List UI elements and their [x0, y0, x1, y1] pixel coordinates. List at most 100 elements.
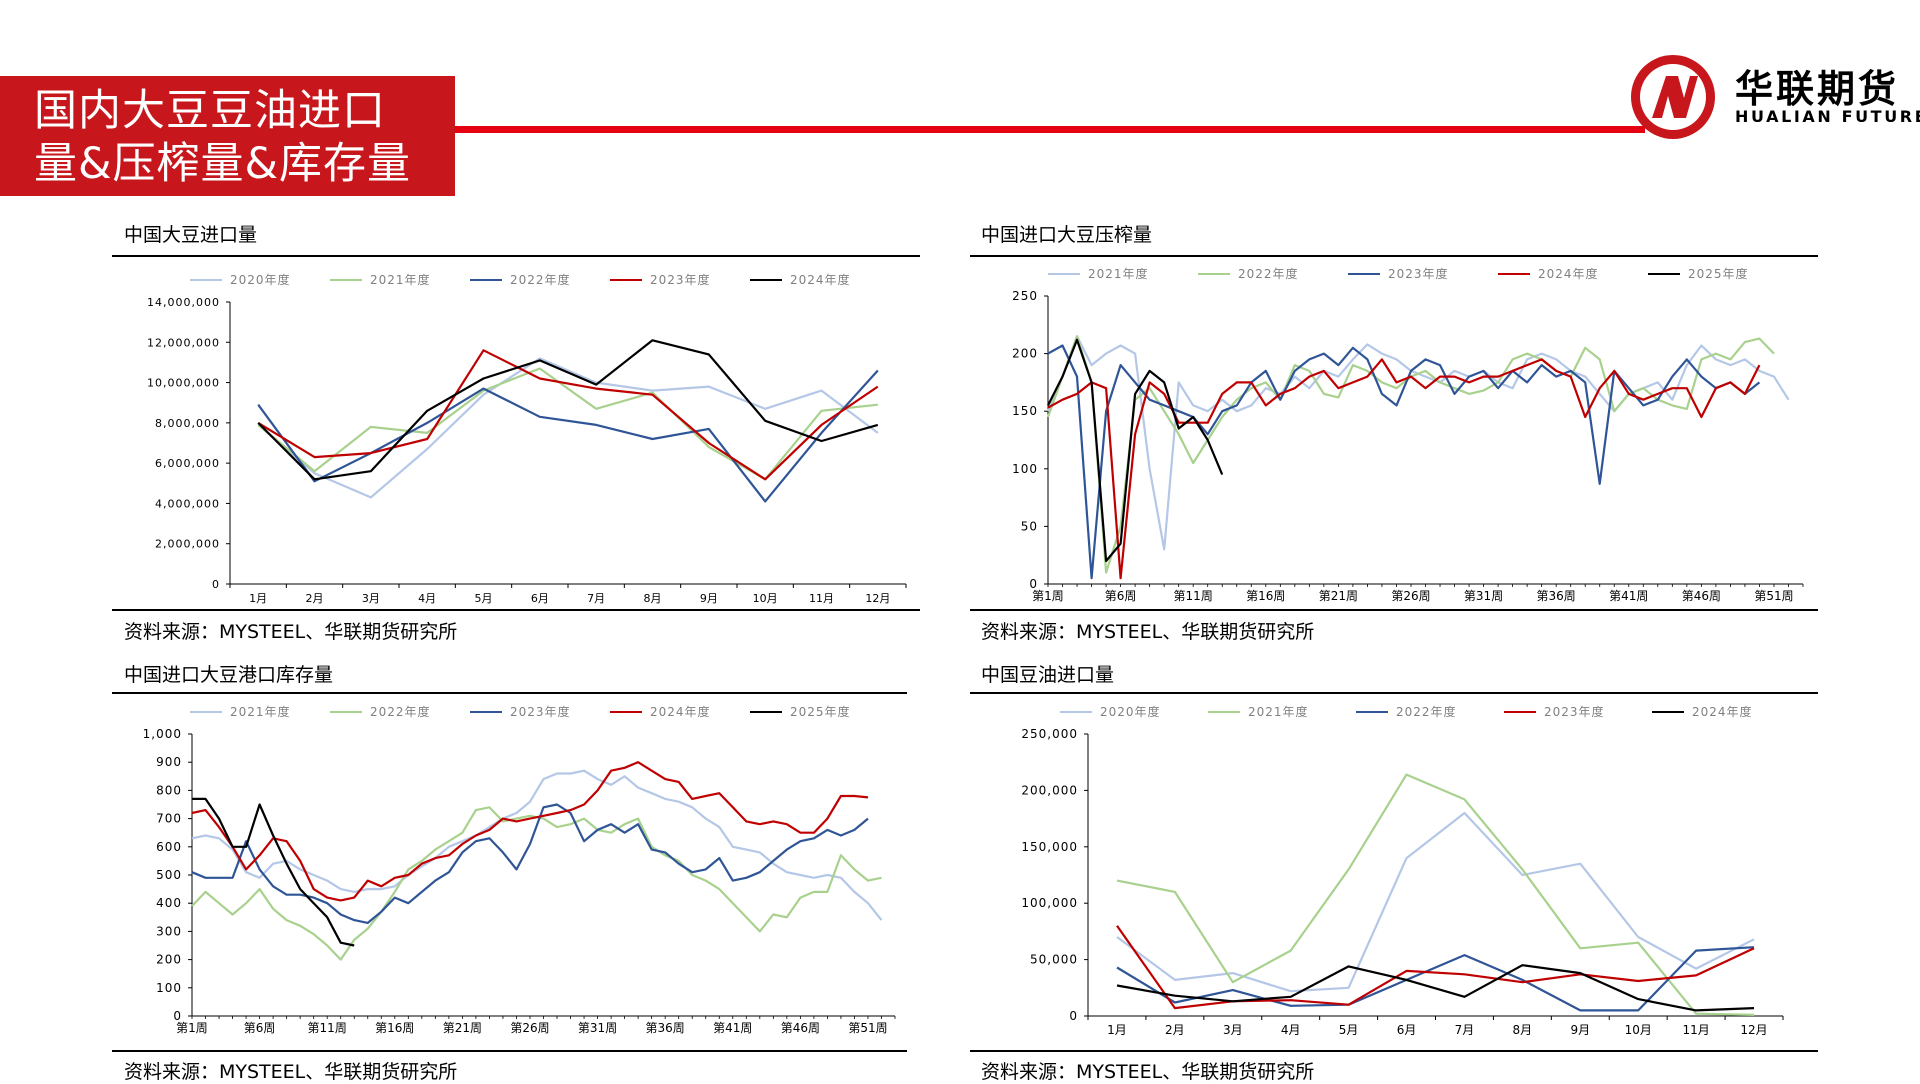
series-line: [257, 349, 879, 481]
x-tick-label: 第1周: [176, 1021, 208, 1035]
panel-bottom-rule: [970, 1050, 1818, 1052]
legend-item: 2024年度: [1498, 266, 1599, 281]
legend-item: 2021年度: [190, 704, 291, 719]
x-tick-label: 11月: [1682, 1023, 1709, 1037]
y-tick-label: 900: [156, 755, 182, 769]
x-tick-label: 第36周: [1537, 589, 1576, 603]
page-title: 国内大豆豆油进口 量&压榨量&库存量: [34, 85, 454, 191]
series-line: [257, 369, 879, 503]
legend-label: 2023年度: [1388, 266, 1449, 281]
x-tick-label: 9月: [1570, 1023, 1590, 1037]
y-tick-label: 6,000,000: [155, 457, 220, 470]
series-line: [1116, 964, 1755, 1012]
series-line: [191, 803, 869, 924]
legend-item: 2022年度: [1356, 704, 1456, 719]
chart-soybean-crush: 2021年度 2022年度 2023年度 2024年度 2025年度 0 50 100 150 2…: [1012, 266, 1804, 603]
legend-label: 2021年度: [230, 704, 291, 719]
x-tick-label: 7月: [587, 592, 605, 605]
y-tick-label: 8,000,000: [155, 417, 220, 430]
x-tick-label: 2月: [306, 592, 324, 605]
page-title-line2: 量&压榨量&库存量: [34, 139, 412, 189]
legend-label: 2023年度: [650, 272, 711, 287]
x-tick-label: 12月: [865, 592, 890, 605]
panel-top-rule: [112, 255, 920, 257]
x-tick-label: 2月: [1165, 1023, 1185, 1037]
x-tick-label: 第21周: [1319, 589, 1358, 603]
legend-label: 2024年度: [790, 272, 851, 287]
panel-top-rule: [970, 692, 1818, 694]
legend-label: 2024年度: [1692, 704, 1753, 719]
x-tick-label: 第16周: [1246, 589, 1285, 603]
y-tick-label: 1,000: [143, 727, 182, 741]
x-tick-label: 6月: [1397, 1023, 1417, 1037]
legend-label: 2024年度: [1538, 266, 1599, 281]
source-note: 资料来源：MYSTEEL、华联期货研究所: [981, 1061, 1315, 1083]
x-tick-label: 1月: [249, 592, 267, 605]
x-tick-label: 5月: [475, 592, 493, 605]
legend-label: 2025年度: [1688, 266, 1749, 281]
logo-english-name: HUALIAN FUTURES: [1735, 107, 1920, 126]
y-tick-label: 14,000,000: [147, 296, 220, 309]
chart-soybean-imports: 2020年度 2021年度 2022年度 2023年度 2024年度 0 2,000,000…: [147, 272, 907, 605]
y-tick-label: 50: [1021, 519, 1038, 533]
y-tick-label: 250: [1012, 289, 1038, 303]
x-tick-label: 第41周: [1609, 589, 1648, 603]
series-line: [1047, 338, 1224, 563]
series-line: [1116, 811, 1755, 993]
legend-item: 2021年度: [330, 272, 431, 287]
y-tick-label: 500: [156, 868, 182, 882]
x-tick-label: 第31周: [578, 1021, 617, 1035]
y-tick-label: 150: [1012, 404, 1038, 418]
series-line: [192, 797, 355, 947]
hualian-logo-icon: [1631, 55, 1715, 139]
x-tick-label: 10月: [1625, 1023, 1652, 1037]
x-tick-label: 第16周: [375, 1021, 414, 1035]
y-tick-label: 300: [156, 924, 182, 938]
x-tick-label: 10月: [753, 592, 778, 605]
y-tick-label: 0: [1069, 1009, 1078, 1023]
panel-bottom-rule: [112, 1050, 907, 1052]
y-tick-label: 100: [1012, 462, 1038, 476]
source-note: 资料来源：MYSTEEL、华联期货研究所: [124, 1061, 458, 1083]
legend-label: 2025年度: [790, 704, 851, 719]
series-line: [1046, 335, 1790, 551]
x-tick-label: 第11周: [1174, 589, 1213, 603]
x-tick-label: 第31周: [1464, 589, 1503, 603]
legend-item: 2024年度: [750, 272, 851, 287]
series-line: [1047, 358, 1761, 580]
y-tick-label: 2,000,000: [155, 538, 220, 551]
x-tick-label: 第21周: [443, 1021, 482, 1035]
legend-item: 2024年度: [1652, 704, 1753, 719]
y-tick-label: 50,000: [1030, 953, 1078, 967]
title-divider: [455, 126, 1645, 133]
page-title-line1: 国内大豆豆油进口: [34, 86, 386, 136]
legend-label: 2021年度: [370, 272, 431, 287]
series-line: [1116, 925, 1755, 1010]
chart-port-inventory: 2021年度 2022年度 2023年度 2024年度 2025年度 0 100 200 300…: [143, 704, 896, 1035]
x-tick-label: 4月: [1281, 1023, 1301, 1037]
source-note: 资料来源：MYSTEEL、华联期货研究所: [981, 621, 1315, 643]
legend-item: 2023年度: [610, 272, 711, 287]
legend-item: 2021年度: [1208, 704, 1308, 719]
panel-top-rule: [112, 692, 907, 694]
legend-item: 2025年度: [1648, 266, 1749, 281]
y-tick-label: 100,000: [1021, 896, 1078, 910]
x-tick-label: 第46周: [781, 1021, 820, 1035]
legend-item: 2022年度: [470, 272, 570, 287]
legend-item: 2025年度: [750, 704, 851, 719]
series-line: [191, 769, 883, 921]
x-tick-label: 9月: [700, 592, 718, 605]
legend-label: 2020年度: [1100, 704, 1161, 719]
series-line: [257, 339, 879, 481]
y-tick-label: 250,000: [1021, 727, 1078, 741]
panel-title-soybean-crush: 中国进口大豆压榨量: [981, 224, 1153, 246]
y-tick-label: 100: [156, 981, 182, 995]
legend-label: 2023年度: [1544, 704, 1605, 719]
x-tick-label: 第6周: [244, 1021, 276, 1035]
y-tick-label: 800: [156, 783, 182, 797]
legend-item: 2020年度: [190, 272, 290, 287]
x-tick-label: 第6周: [1105, 589, 1137, 603]
y-tick-label: 700: [156, 812, 182, 826]
x-tick-label: 7月: [1455, 1023, 1475, 1037]
x-tick-label: 第51周: [1754, 589, 1793, 603]
